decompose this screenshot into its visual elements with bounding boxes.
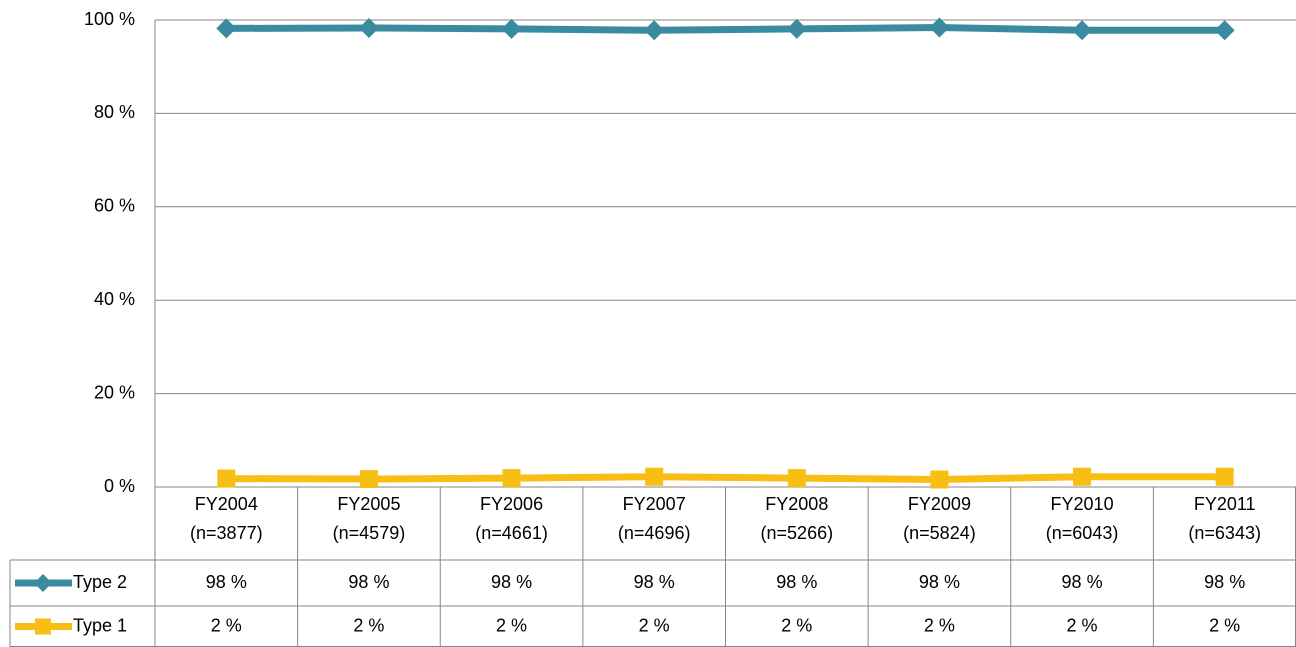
- marker: [217, 469, 236, 488]
- marker: [787, 469, 806, 488]
- x-tick-label: FY2005 (n=4579): [332, 494, 406, 543]
- x-tick-label: FY2011 (n=6343): [1188, 494, 1261, 543]
- x-tick-label: FY2009 (n=5824): [903, 494, 976, 543]
- table-value: 98 %: [634, 572, 675, 592]
- marker: [1073, 467, 1092, 486]
- table-value: 98 %: [491, 572, 532, 592]
- table-value: 2 %: [924, 615, 955, 635]
- marker: [645, 467, 664, 486]
- table-value: 98 %: [348, 572, 389, 592]
- legend-marker: [35, 618, 51, 635]
- x-tick-label: FY2010 (n=6043): [1045, 494, 1119, 543]
- x-tick-label: FY2006 (n=4661): [475, 494, 548, 543]
- legend-marker: [34, 574, 52, 592]
- y-tick-label: 40 %: [94, 289, 135, 309]
- table-value: 2 %: [1209, 615, 1240, 635]
- x-tick-label: FY2004 (n=3877): [190, 494, 263, 543]
- marker: [216, 18, 237, 39]
- table-value: 98 %: [776, 572, 817, 592]
- table-value: 2 %: [496, 615, 527, 635]
- x-tick-label: FY2007 (n=4696): [617, 494, 691, 543]
- marker: [1215, 467, 1234, 486]
- legend-label: Type 2: [73, 572, 127, 592]
- table-value: 98 %: [206, 572, 247, 592]
- y-tick-label: 100 %: [84, 9, 135, 29]
- y-tick-label: 0 %: [104, 476, 135, 496]
- marker: [359, 470, 378, 489]
- marker: [1214, 20, 1235, 41]
- y-tick-label: 80 %: [94, 102, 135, 122]
- marker: [502, 469, 521, 488]
- marker: [930, 470, 949, 489]
- marker: [929, 17, 950, 38]
- table-value: 98 %: [1204, 572, 1245, 592]
- table-value: 2 %: [639, 615, 670, 635]
- table-value: 98 %: [919, 572, 960, 592]
- y-tick-label: 20 %: [94, 382, 135, 402]
- series-line: [226, 23, 1225, 34]
- marker: [786, 18, 807, 39]
- table-value: 2 %: [1067, 615, 1098, 635]
- marker: [358, 17, 379, 38]
- y-tick-label: 60 %: [94, 196, 135, 216]
- table-value: 98 %: [1062, 572, 1103, 592]
- table-value: 2 %: [781, 615, 812, 635]
- legend-label: Type 1: [73, 615, 127, 635]
- marker: [644, 20, 665, 41]
- series-line: [226, 473, 1225, 484]
- marker: [501, 18, 522, 39]
- marker: [1072, 20, 1093, 41]
- table-value: 2 %: [353, 615, 384, 635]
- x-tick-label: FY2008 (n=5266): [760, 494, 834, 543]
- table-value: 2 %: [211, 615, 242, 635]
